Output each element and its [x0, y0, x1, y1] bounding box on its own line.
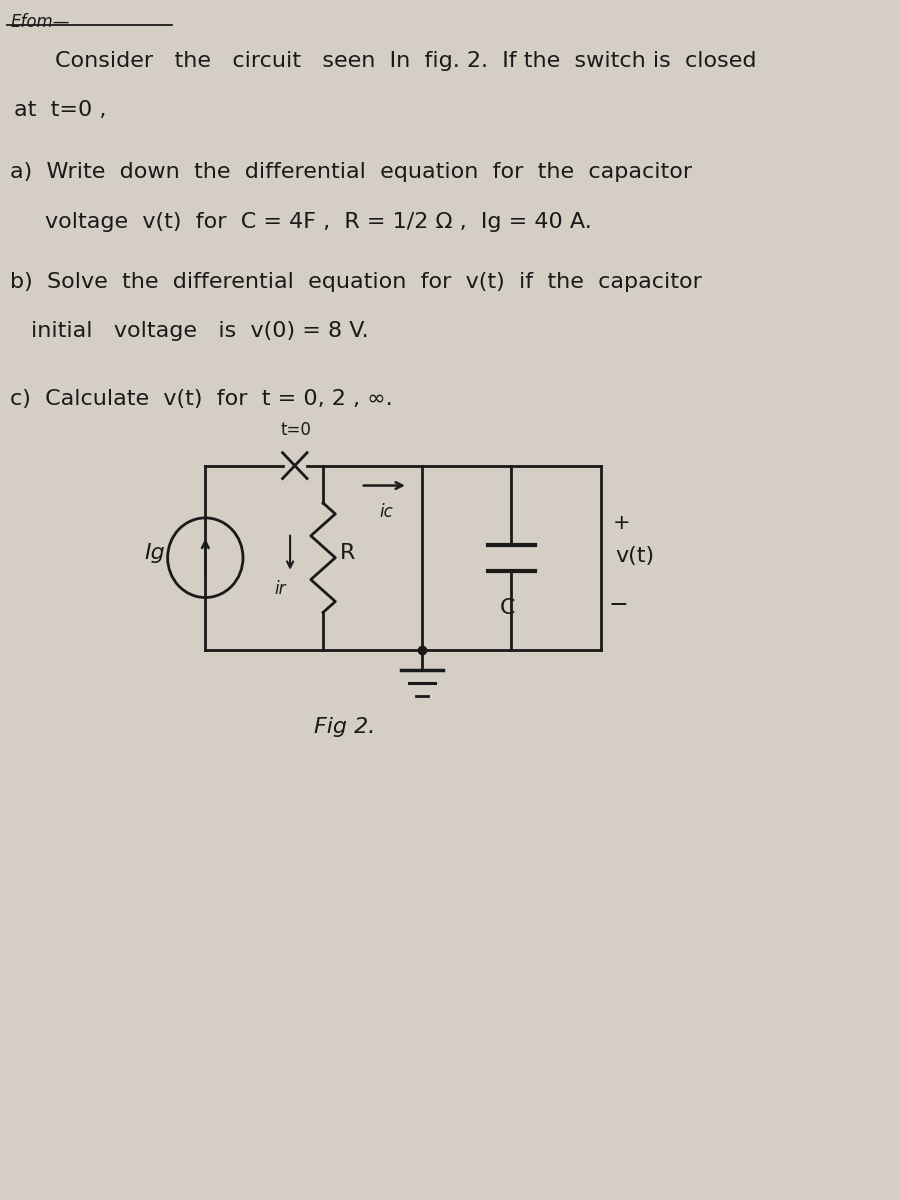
Text: Efom—: Efom— — [10, 13, 69, 31]
Text: voltage  v(t)  for  C = 4F ,  R = 1/2 Ω ,  Ig = 40 A.: voltage v(t) for C = 4F , R = 1/2 Ω , Ig… — [45, 212, 592, 232]
Text: R: R — [340, 542, 356, 563]
Text: C: C — [500, 598, 516, 618]
Text: Ig: Ig — [144, 542, 165, 563]
Text: at  t=0 ,: at t=0 , — [14, 101, 106, 120]
Text: b)  Solve  the  differential  equation  for  v(t)  if  the  capacitor: b) Solve the differential equation for v… — [10, 271, 702, 292]
Text: ic: ic — [379, 504, 393, 522]
Text: −: − — [608, 594, 628, 618]
Text: a)  Write  down  the  differential  equation  for  the  capacitor: a) Write down the differential equation … — [10, 162, 692, 182]
Text: v(t): v(t) — [615, 546, 654, 565]
Text: ir: ir — [274, 580, 285, 598]
Text: c)  Calculate  v(t)  for  t = 0, 2 , ∞.: c) Calculate v(t) for t = 0, 2 , ∞. — [10, 389, 393, 409]
Text: +: + — [612, 512, 630, 533]
Text: initial   voltage   is  v(0) = 8 V.: initial voltage is v(0) = 8 V. — [31, 322, 369, 341]
Text: Consider   the   circuit   seen  In  fig. 2.  If the  switch is  closed: Consider the circuit seen In fig. 2. If … — [55, 50, 756, 71]
Text: t=0: t=0 — [281, 421, 311, 439]
Text: Fig 2.: Fig 2. — [313, 718, 375, 738]
